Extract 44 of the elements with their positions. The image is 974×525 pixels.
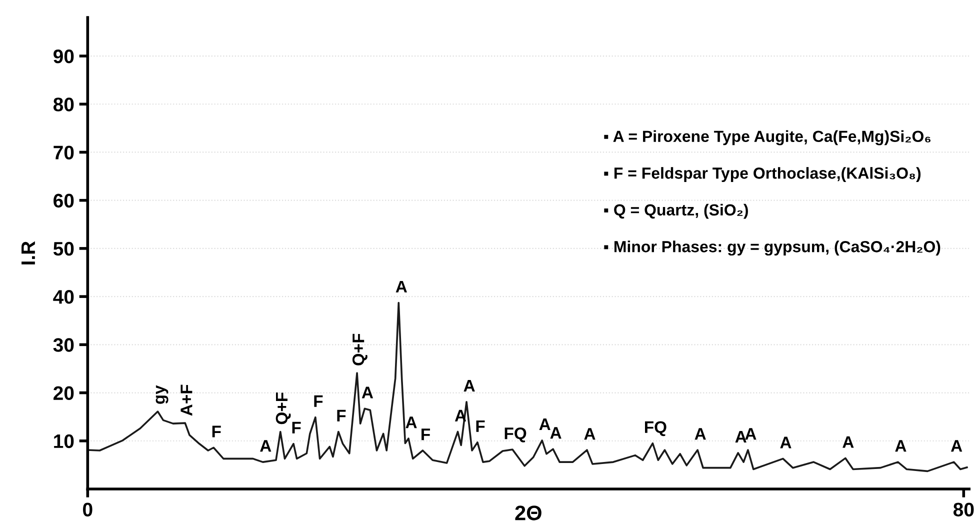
annotation: A — [406, 416, 417, 428]
annotation: Q+F — [276, 392, 291, 424]
y-tick-label: 70 — [54, 146, 74, 160]
annotation: F — [476, 420, 485, 432]
annotation: F — [314, 395, 323, 407]
y-tick-label: 60 — [54, 194, 74, 208]
annotation: A — [895, 440, 906, 452]
annotation: FQ — [504, 427, 526, 442]
annotation: A — [464, 380, 475, 392]
annotation: A — [584, 428, 596, 440]
y-tick-label: 50 — [53, 242, 74, 256]
annotation: gy — [156, 385, 168, 404]
annotation: A — [362, 386, 374, 398]
annotation: A — [780, 436, 792, 448]
annotation: A+F — [180, 384, 192, 416]
annotation: ▪ F = Feldspar Type Orthoclase,(KAlSi₃O₈) — [604, 167, 921, 182]
y-tick-label: 30 — [53, 338, 74, 352]
y-tick-label: 40 — [53, 290, 74, 304]
y-axis-title: I.R — [22, 241, 35, 264]
annotation: A — [735, 431, 746, 442]
y-tick-label: 10 — [54, 434, 74, 448]
annotation: A — [950, 440, 962, 452]
annotation: F — [212, 426, 221, 438]
annotation: F — [292, 422, 301, 434]
x-axis-title: 2Θ — [515, 506, 542, 520]
x-tick-label: 0 — [83, 502, 92, 516]
annotation: A — [842, 436, 854, 448]
annotation: A — [550, 427, 562, 439]
annotation: ▪ Minor Phases: gy = gypsum, (CaSO₄·2H₂O) — [604, 240, 940, 256]
annotation: A — [260, 440, 272, 452]
y-tick-label: 80 — [53, 98, 74, 112]
y-tick-label: 90 — [54, 49, 74, 64]
line-series — [88, 302, 968, 472]
annotation: A — [539, 418, 550, 430]
annotation: ▪ A = Piroxene Type Augite, Ca(Fe,Mg)Si₂O₆ — [604, 130, 931, 146]
annotation: Q+F — [352, 334, 368, 366]
annotation: ▪ Q = Quartz, (SiO₂) — [604, 204, 748, 219]
y-tick-label: 20 — [54, 386, 74, 400]
annotation: F — [337, 410, 346, 422]
annotation: A — [694, 428, 706, 440]
annotation: FQ — [644, 421, 666, 436]
annotation: F — [422, 428, 430, 440]
annotation: A — [396, 280, 407, 292]
annotation: A — [745, 428, 756, 440]
